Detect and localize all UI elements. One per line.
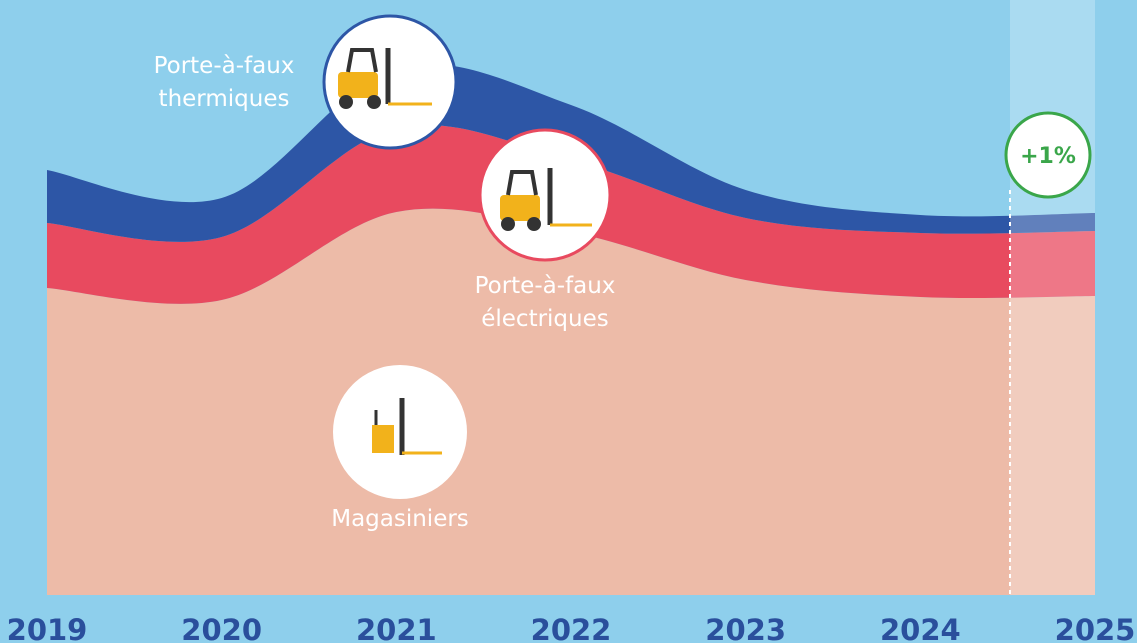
series-label: Porte-à-faux électriques: [474, 273, 616, 332]
series-label: Magasiniers: [331, 506, 469, 532]
annotation-badge: +1%: [1004, 111, 1092, 199]
x-tick-label: 2019: [7, 613, 88, 643]
x-tick-label: 2025: [1055, 613, 1136, 643]
x-tick-label: 2024: [880, 613, 961, 643]
area: [47, 208, 1095, 595]
icon-electrique: [478, 128, 612, 262]
x-tick-label: 2020: [181, 613, 262, 643]
series-label: Porte-à-faux thermiques: [153, 53, 295, 112]
icon-magasinier: [333, 365, 467, 499]
x-tick-label: 2023: [705, 613, 786, 643]
x-tick-label: 2021: [356, 613, 437, 643]
annotation: +1%: [1020, 144, 1076, 169]
forecast-overlay: [1010, 0, 1095, 595]
x-labels: 2019 2020 2021 2022 2023 2024 2025: [7, 613, 1136, 643]
x-tick-label: 2022: [531, 613, 612, 643]
icon-thermique: [322, 14, 458, 150]
